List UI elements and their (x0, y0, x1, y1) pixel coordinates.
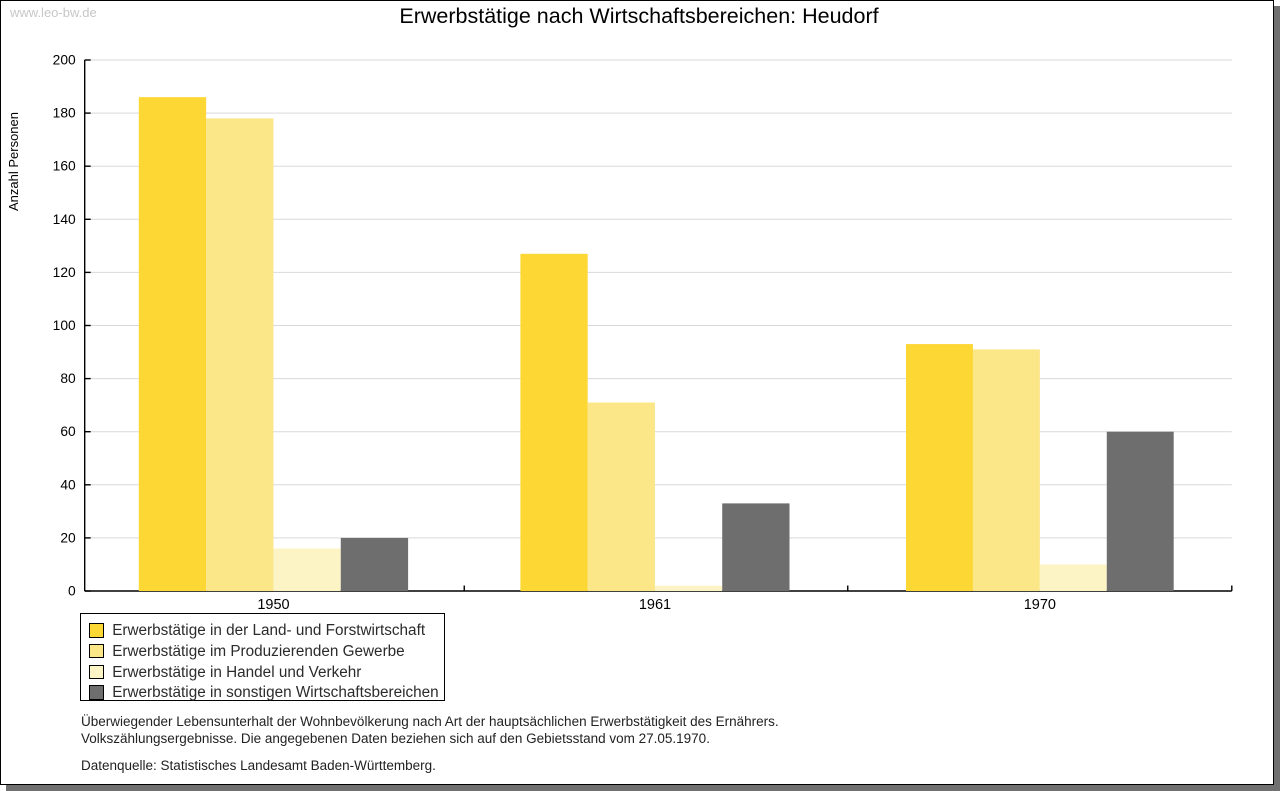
svg-text:180: 180 (53, 106, 76, 121)
svg-text:140: 140 (53, 212, 76, 227)
svg-text:20: 20 (60, 530, 76, 545)
svg-text:1961: 1961 (639, 597, 671, 613)
svg-text:100: 100 (53, 318, 76, 333)
svg-text:160: 160 (53, 159, 76, 174)
svg-text:80: 80 (60, 371, 76, 386)
svg-text:1970: 1970 (1024, 597, 1056, 613)
svg-text:200: 200 (53, 53, 76, 68)
svg-text:0: 0 (68, 584, 76, 599)
svg-text:40: 40 (60, 477, 76, 492)
svg-text:60: 60 (60, 424, 76, 439)
svg-text:1950: 1950 (257, 597, 289, 613)
svg-text:120: 120 (53, 265, 76, 280)
